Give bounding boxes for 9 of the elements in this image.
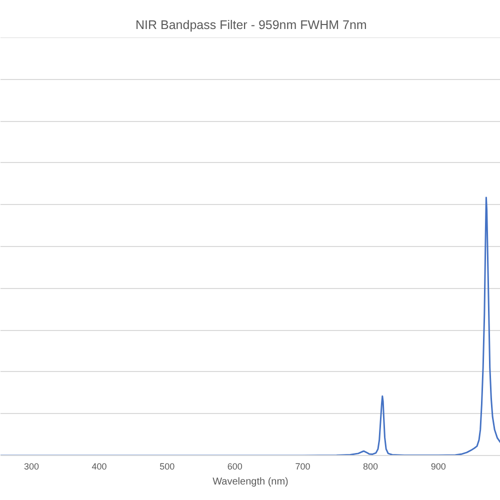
x-tick-label: 500 — [160, 462, 175, 472]
chart-title: NIR Bandpass Filter - 959nm FWHM 7nm — [136, 18, 367, 32]
x-tick-label: 800 — [363, 462, 378, 472]
x-tick-label: 400 — [92, 462, 107, 472]
x-tick-label: 900 — [430, 462, 446, 472]
x-axis-title: Wavelength (nm) — [212, 476, 288, 488]
x-tick-label: 300 — [24, 462, 40, 472]
x-tick-label: 700 — [295, 462, 310, 472]
x-tick-label: 600 — [227, 462, 242, 472]
